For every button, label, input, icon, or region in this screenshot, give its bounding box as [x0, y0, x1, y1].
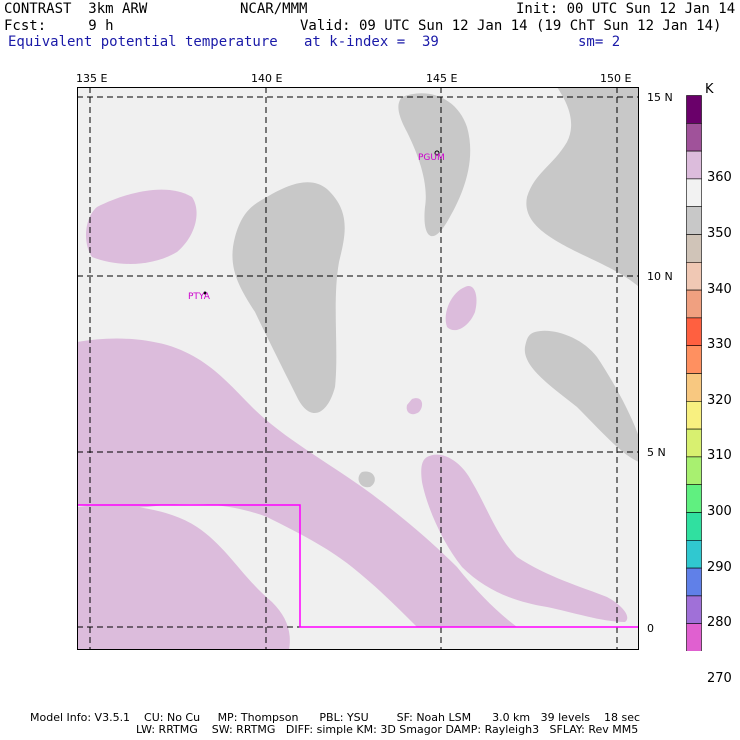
legend-swatch — [686, 234, 702, 263]
moist-region — [406, 398, 423, 415]
grey-region — [398, 93, 471, 237]
lat-label: 15 N — [647, 91, 673, 104]
model-title: CONTRAST 3km ARW — [4, 1, 148, 17]
legend-label: 350 — [707, 226, 732, 241]
init-time: Init: 00 UTC Sun 12 Jan 14 — [516, 1, 736, 17]
legend-label: 360 — [707, 170, 732, 186]
legend-swatch — [686, 539, 702, 569]
legend-swatch — [686, 623, 702, 651]
legend-swatch — [686, 262, 702, 291]
legend-swatch — [686, 178, 702, 208]
legend-label: 340 — [707, 281, 732, 297]
valid-time: Valid: 09 UTC Sun 12 Jan 14 (19 ChT Sun … — [300, 18, 722, 34]
lon-label: 140 E — [251, 72, 283, 85]
grey-region — [232, 182, 345, 414]
legend-label: 280 — [707, 615, 732, 631]
field-name: Equivalent potential temperature — [8, 34, 278, 50]
legend-label: 330 — [707, 337, 732, 353]
legend-swatch — [686, 345, 702, 374]
legend-swatch — [686, 289, 702, 319]
legend-swatch — [686, 122, 702, 152]
level-info: at k-index = 39 — [304, 34, 439, 50]
moist-region — [445, 286, 477, 331]
station-label-pgum: PGUM — [418, 153, 445, 163]
legend-swatch — [686, 206, 702, 235]
legend-swatch — [686, 373, 702, 402]
legend-swatch — [686, 95, 702, 124]
legend-label: 300 — [707, 504, 732, 519]
legend-label: 270 — [707, 670, 732, 686]
station-marker — [434, 150, 440, 156]
lat-label: 0 — [647, 622, 654, 635]
forecast-hour: Fcst: 9 h — [4, 18, 114, 34]
lon-label: 150 E — [600, 72, 632, 85]
grey-region — [526, 87, 639, 287]
moist-band — [77, 338, 517, 627]
legend-swatch — [686, 595, 702, 624]
station-marker — [203, 291, 207, 295]
legend-swatch — [686, 400, 702, 430]
grey-region — [524, 330, 639, 462]
model-info-line2: LW: RRTMG SW: RRTMG DIFF: simple KM: 3D … — [136, 723, 639, 736]
moist-regions — [77, 189, 628, 650]
legend-swatch — [686, 512, 702, 541]
map-panel: PTYA PGUM — [77, 87, 639, 650]
low-theta-regions — [153, 87, 639, 636]
legend-swatch — [686, 484, 702, 513]
legend-swatch — [686, 456, 702, 485]
legend-swatch — [686, 150, 702, 180]
map-frame — [77, 87, 639, 650]
model-info-line1: Model Info: V3.5.1 CU: No Cu MP: Thompso… — [30, 711, 641, 724]
grey-region — [358, 471, 375, 488]
moist-band — [421, 454, 628, 622]
legend-swatch — [686, 567, 702, 597]
legend-label: 320 — [707, 392, 732, 408]
legend-label: 290 — [707, 559, 732, 575]
lon-label: 145 E — [426, 72, 458, 85]
station-label-ptya: PTYA — [188, 292, 211, 302]
legend-label: 310 — [707, 448, 732, 464]
moist-region — [85, 189, 197, 264]
lon-label: 135 E — [76, 72, 108, 85]
inner-domain-box — [77, 504, 639, 628]
moist-band — [77, 505, 290, 650]
lat-label: 10 N — [647, 270, 673, 283]
smoothing-info: sm= 2 — [578, 34, 621, 50]
legend-unit: K — [705, 82, 714, 97]
legend-swatch — [686, 317, 702, 346]
legend-swatch — [686, 428, 702, 458]
organization: NCAR/MMM — [240, 1, 308, 17]
color-legend — [686, 95, 702, 651]
lat-label: 5 N — [647, 446, 666, 459]
